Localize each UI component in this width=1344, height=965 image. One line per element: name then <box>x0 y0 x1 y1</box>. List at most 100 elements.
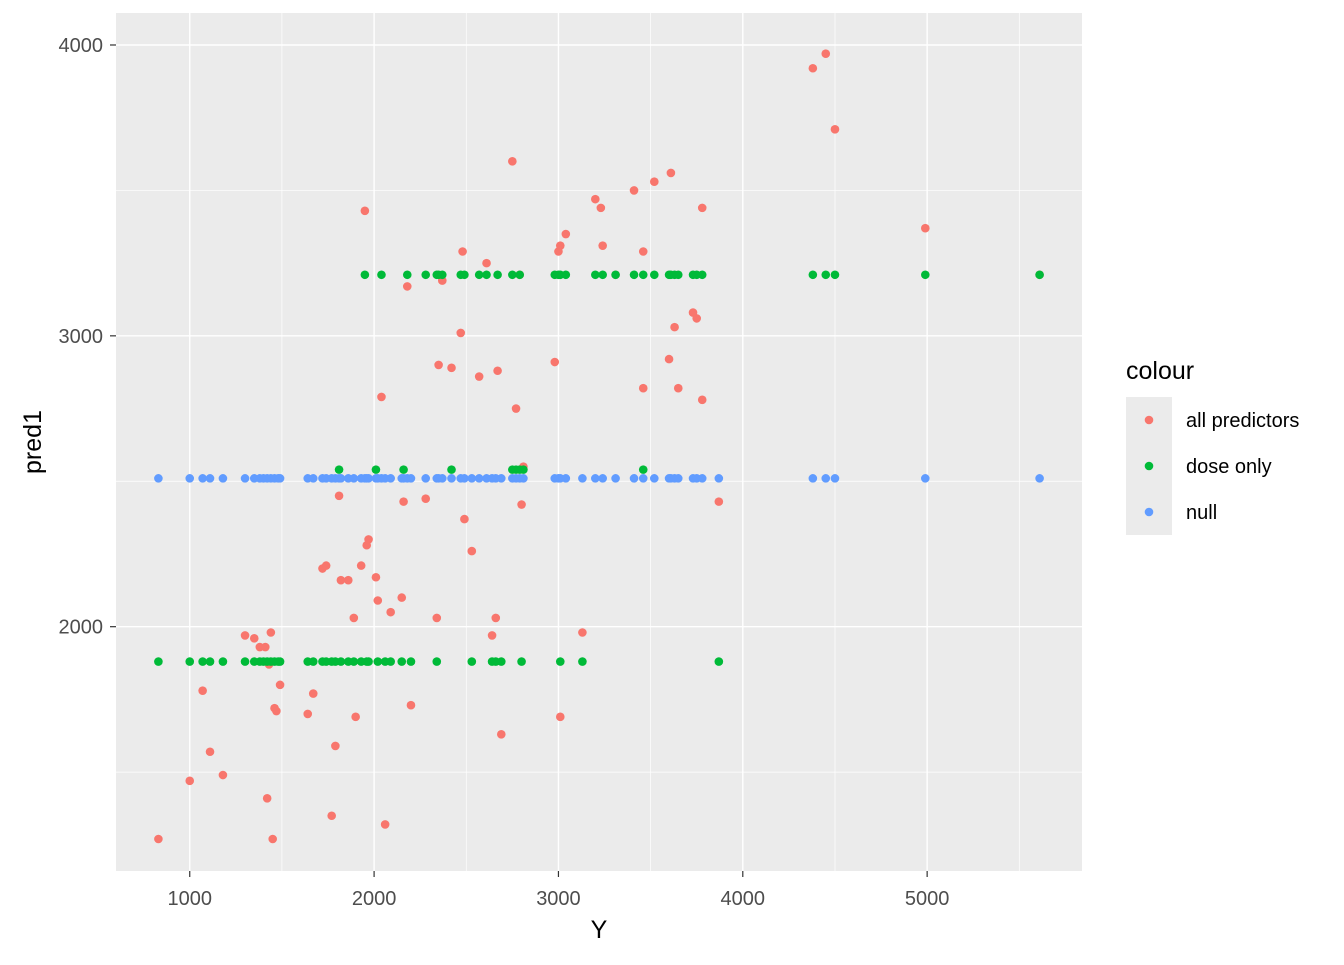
point-all-predictors <box>591 194 600 204</box>
legend: colour all predictors dose only null <box>1126 357 1299 535</box>
point-null <box>519 474 528 483</box>
y-tick-label: 3000 <box>59 326 104 348</box>
point-null <box>578 474 587 483</box>
major-gridlines <box>116 13 1082 871</box>
point-null <box>386 474 395 483</box>
point-all-predictors <box>360 206 370 216</box>
point-all-predictors <box>406 700 416 710</box>
point-all-predictors <box>198 686 207 695</box>
point-null <box>364 474 373 483</box>
point-null <box>474 474 484 483</box>
point-dose-only <box>496 657 506 666</box>
point-dose-only <box>438 270 447 280</box>
point-null <box>638 474 648 483</box>
x-tick-label: 3000 <box>536 888 581 910</box>
point-all-predictors <box>275 680 285 690</box>
point-dose-only <box>460 270 469 280</box>
point-null <box>460 474 469 483</box>
point-all-predictors <box>371 572 381 582</box>
point-dose-only <box>421 270 431 280</box>
point-dose-only <box>515 270 525 280</box>
point-null <box>1035 474 1044 483</box>
point-all-predictors <box>266 628 276 637</box>
point-dose-only <box>185 657 195 666</box>
point-all-predictors <box>432 613 442 623</box>
point-null <box>496 474 506 483</box>
point-all-predictors <box>185 776 195 786</box>
point-all-predictors <box>261 642 270 652</box>
point-all-predictors <box>491 613 501 623</box>
point-all-predictors <box>351 712 360 722</box>
point-all-predictors <box>550 357 560 367</box>
y-axis-title: pred1 <box>19 410 47 474</box>
legend-title: colour <box>1126 357 1194 385</box>
legend-label: null <box>1186 502 1217 524</box>
point-all-predictors <box>692 314 702 323</box>
legend-swatch <box>1144 415 1154 425</box>
point-null <box>697 474 707 483</box>
point-all-predictors <box>670 322 679 332</box>
point-null <box>336 474 346 483</box>
point-all-predictors <box>336 575 346 585</box>
point-null <box>205 474 215 483</box>
point-null <box>673 474 683 483</box>
legend-swatch <box>1144 507 1154 517</box>
point-all-predictors <box>697 203 707 213</box>
point-all-predictors <box>474 372 484 381</box>
point-all-predictors <box>664 354 674 364</box>
point-all-predictors <box>598 241 607 250</box>
point-all-predictors <box>638 247 648 256</box>
point-dose-only <box>402 270 412 280</box>
point-all-predictors <box>386 607 395 617</box>
point-dose-only <box>364 657 373 666</box>
point-all-predictors <box>673 383 683 393</box>
point-dose-only <box>218 657 228 666</box>
point-null <box>830 474 840 483</box>
point-all-predictors <box>561 229 571 239</box>
point-all-predictors <box>496 730 506 739</box>
y-tick-label: 2000 <box>59 617 104 639</box>
point-dose-only <box>697 270 707 280</box>
point-null <box>808 474 818 483</box>
point-all-predictors <box>421 494 431 504</box>
point-all-predictors <box>399 497 408 506</box>
point-dose-only <box>482 270 491 280</box>
point-all-predictors <box>447 363 456 373</box>
point-null <box>185 474 195 483</box>
point-null <box>921 474 930 483</box>
y-tick-label: 4000 <box>59 35 104 57</box>
point-dose-only <box>519 465 528 474</box>
point-all-predictors <box>830 125 840 134</box>
x-axis-title: Y <box>591 916 608 944</box>
point-all-predictors <box>808 63 818 73</box>
point-dose-only <box>830 270 840 280</box>
point-dose-only <box>467 657 477 666</box>
point-dose-only <box>386 657 395 666</box>
point-null <box>406 474 416 483</box>
point-all-predictors <box>343 575 353 585</box>
plot-panel <box>116 13 1082 871</box>
legend-label: all predictors <box>1186 410 1299 432</box>
point-all-predictors <box>555 712 565 722</box>
point-null <box>154 474 163 483</box>
point-dose-only <box>474 270 484 280</box>
point-all-predictors <box>596 203 606 213</box>
point-all-predictors <box>154 834 163 844</box>
point-all-predictors <box>349 613 359 623</box>
point-dose-only <box>821 270 831 280</box>
point-dose-only <box>406 657 416 666</box>
y-axis: 2000 3000 4000 <box>59 35 116 639</box>
point-dose-only <box>399 465 408 474</box>
point-dose-only <box>493 270 502 280</box>
point-null <box>650 474 659 483</box>
point-null <box>240 474 250 483</box>
x-tick-label: 4000 <box>721 888 766 910</box>
point-all-predictors <box>356 561 366 570</box>
point-dose-only <box>336 657 346 666</box>
point-dose-only <box>714 657 724 666</box>
point-all-predictors <box>487 631 497 640</box>
point-all-predictors <box>456 328 466 338</box>
point-null <box>467 474 477 483</box>
point-all-predictors <box>629 186 639 195</box>
